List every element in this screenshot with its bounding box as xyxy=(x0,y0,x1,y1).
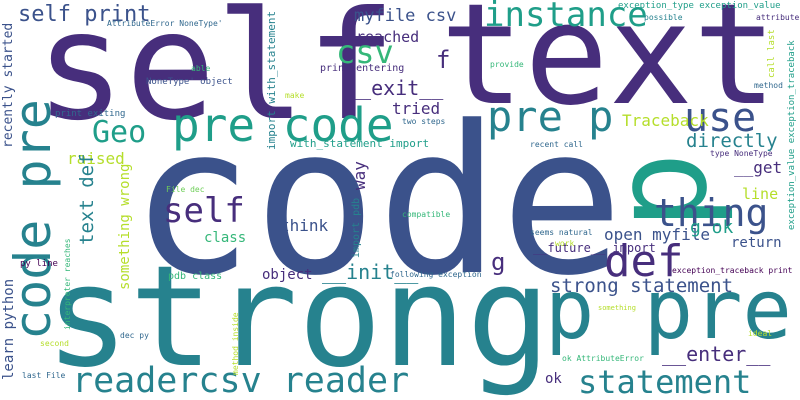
word-g-ok: g ok xyxy=(690,219,733,237)
word-myfile-csv: myfile csv xyxy=(354,8,456,25)
word-strong-statement: strong statement xyxy=(550,277,733,296)
word-seems-natural: seems natural xyxy=(530,229,593,237)
word-file-dec: File dec xyxy=(166,186,205,194)
word-with-statement-import: with_statement import xyxy=(290,138,429,149)
word-statement: statement xyxy=(578,366,751,398)
word-pdb-class: pdb class xyxy=(168,272,222,282)
word-tried: tried xyxy=(392,101,440,117)
word-provide: provide xyxy=(490,61,524,69)
word-compatible: compatible xyxy=(402,211,450,219)
word-way: way xyxy=(352,161,368,190)
word-following-exception: following exception xyxy=(390,271,482,279)
word-nonetype-object: NoneType' object xyxy=(146,78,233,87)
word-print-exiting: print exiting xyxy=(55,110,125,119)
word-get: __get xyxy=(734,160,782,176)
word-geo: Geo xyxy=(92,118,146,148)
word-ok-attributeerror: ok AttributeError xyxy=(562,355,644,363)
word-dec-py: dec py xyxy=(120,332,149,340)
word-import-pdb: import pdb xyxy=(352,198,362,258)
word-f: f xyxy=(436,48,450,72)
word-think: think xyxy=(280,218,328,234)
word-py-line: py line xyxy=(20,260,58,269)
word-attribute-ok: attribute ok' xyxy=(756,14,800,22)
word-exception-traceback-print: exception_traceback print xyxy=(672,267,792,275)
word-interpreter-reaches: interpreter reaches xyxy=(64,238,72,330)
word-print-entering: print entering xyxy=(320,64,404,74)
word-ok: ok xyxy=(545,372,562,386)
word-able: able xyxy=(191,65,210,73)
word-object: object xyxy=(262,268,313,282)
word-self-small: self xyxy=(163,194,245,228)
word-future-import: __future__ import xyxy=(533,242,656,254)
word-return: return xyxy=(731,236,782,250)
word-readercsv-reader: readercsv reader xyxy=(72,364,409,399)
word-recently-started: recently started xyxy=(2,23,15,148)
word-ideal: ideal xyxy=(748,330,772,338)
word-attributeerror-nonetype: AttributeError NoneType' xyxy=(107,20,223,28)
word-pre-p: pre p xyxy=(487,96,613,138)
word-method-inside: method inside xyxy=(232,312,240,375)
word-last-file: last File xyxy=(22,372,65,380)
word-g: g xyxy=(491,250,505,274)
word-learn-python: learn python xyxy=(2,279,16,380)
word-line: line xyxy=(742,187,778,202)
word-import-with-statement: import with_statement xyxy=(266,11,277,150)
word-type-nonetype: type NoneType xyxy=(710,150,773,158)
word-method: method xyxy=(754,82,783,90)
word-enter: __enter__ xyxy=(662,344,770,364)
word-exception-type-value: exception_type exception_value xyxy=(618,2,781,11)
word-second: second xyxy=(40,340,69,348)
word-exit: __exit__ xyxy=(347,78,443,98)
word-call-last: call last xyxy=(768,29,777,78)
word-traceback: Traceback xyxy=(622,113,709,129)
word-class: class xyxy=(204,231,246,245)
word-possible: possible xyxy=(644,14,683,22)
word-recent-call: recent call xyxy=(530,141,583,149)
word-something-wrong: something wrong xyxy=(118,164,132,290)
word-two-steps: two steps xyxy=(402,118,445,126)
word-exception-value-traceback: exception_value exception_traceback xyxy=(788,40,797,230)
word-text-def: text def xyxy=(78,153,97,245)
word-reached: reached xyxy=(356,30,419,45)
word-work: work xyxy=(555,240,574,248)
word-make: make xyxy=(285,92,304,100)
word-something-small: something xyxy=(598,305,636,312)
